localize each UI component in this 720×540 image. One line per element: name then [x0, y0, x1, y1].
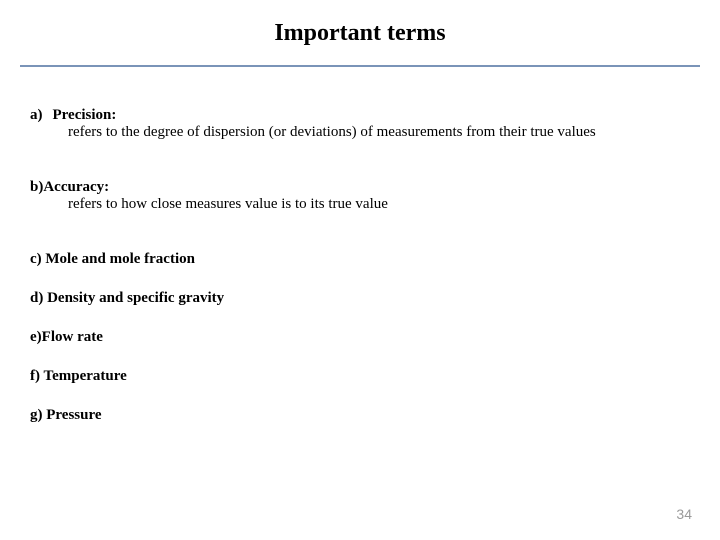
term-b-block: b)Accuracy: refers to how close measures…: [30, 179, 690, 213]
term-a-definition: refers to the degree of dispersion (or d…: [30, 124, 690, 141]
term-e: e)Flow rate: [30, 329, 690, 346]
term-a-block: a) Precision: refers to the degree of di…: [30, 107, 690, 141]
content-area: a) Precision: refers to the degree of di…: [0, 67, 720, 424]
term-a-label: a): [30, 107, 43, 124]
term-c: c) Mole and mole fraction: [30, 251, 690, 268]
term-a-title: Precision:: [53, 107, 117, 124]
term-b-definition: refers to how close measures value is to…: [30, 196, 690, 213]
term-g: g) Pressure: [30, 407, 690, 424]
term-d: d) Density and specific gravity: [30, 290, 690, 307]
term-b-label: b)Accuracy:: [30, 179, 690, 196]
term-f: f) Temperature: [30, 368, 690, 385]
page-number: 34: [676, 506, 692, 522]
simple-terms-list: c) Mole and mole fraction d) Density and…: [30, 251, 690, 424]
slide-title: Important terms: [0, 0, 720, 65]
